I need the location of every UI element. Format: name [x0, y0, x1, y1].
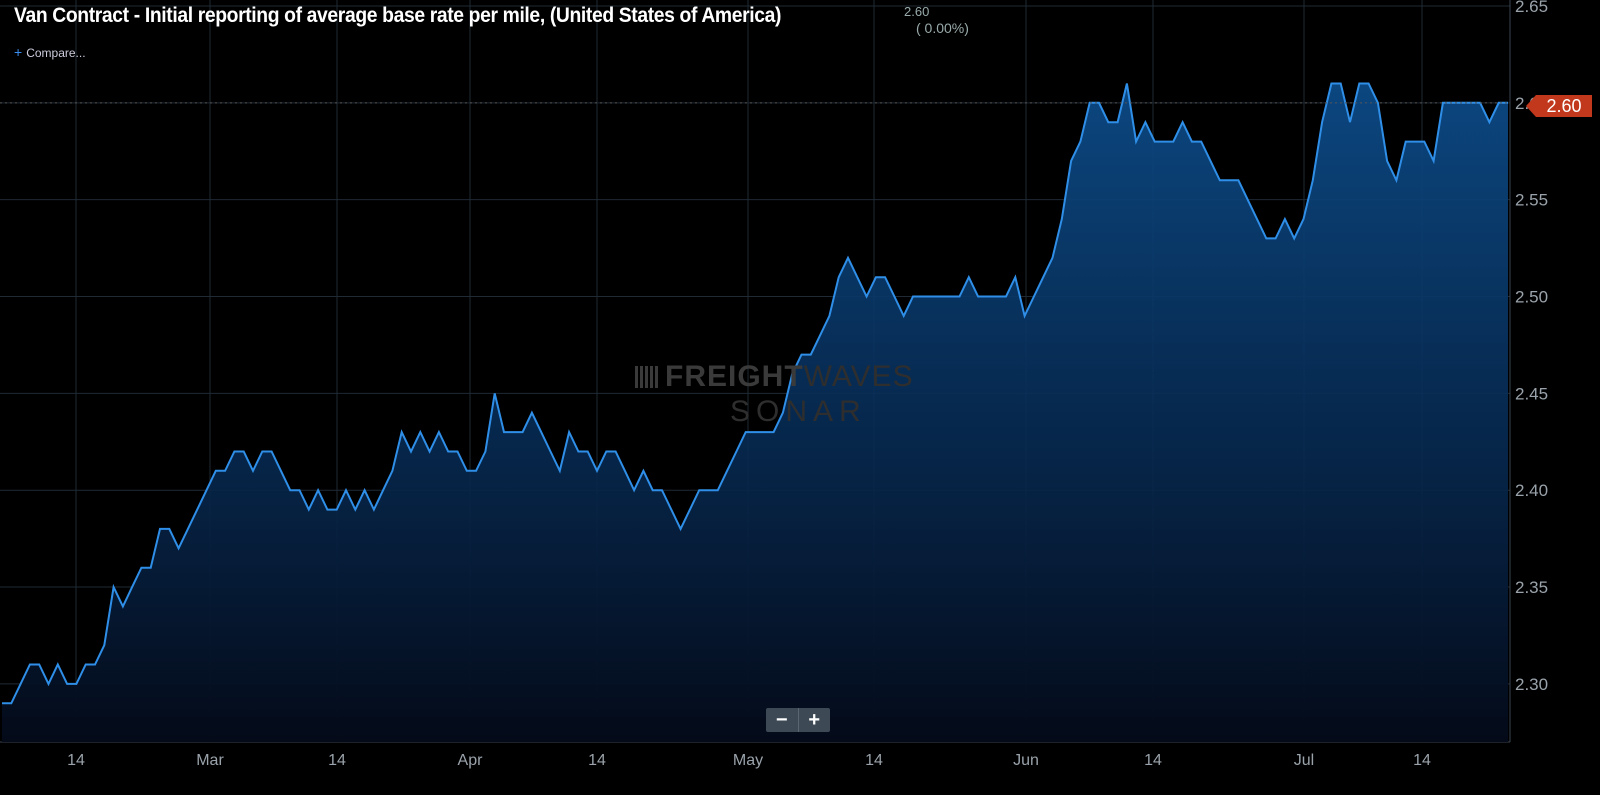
- compare-button[interactable]: + Compare...: [14, 44, 86, 60]
- plus-icon: +: [14, 44, 23, 60]
- x-tick-label: May: [733, 752, 763, 769]
- x-axis: 14 Mar 14 Apr 14 May 14 Jun 14 Jul 14: [67, 752, 1431, 769]
- chart-title: Van Contract - Initial reporting of aver…: [14, 4, 782, 27]
- zoom-in-button[interactable]: +: [808, 709, 821, 731]
- last-value-tag: 2.60: [1526, 95, 1592, 117]
- y-tick-label: 2.55: [1515, 191, 1548, 210]
- compare-label: Compare...: [26, 46, 86, 60]
- series-line: [2, 82, 1508, 705]
- y-tick-label: 2.30: [1515, 675, 1548, 694]
- header-last-value: 2.60: [904, 4, 930, 19]
- y-tick-label: 2.50: [1515, 288, 1548, 307]
- zoom-controls: − +: [766, 708, 830, 732]
- zoom-out-button[interactable]: −: [766, 708, 799, 732]
- y-tick-label: 2.40: [1515, 481, 1548, 500]
- watermark-sonar: SONAR: [730, 395, 867, 428]
- x-tick-label: Jul: [1294, 752, 1314, 769]
- y-axis: 2.302.352.402.452.502.552.602.65: [1515, 0, 1548, 694]
- y-tick-label: 2.35: [1515, 578, 1548, 597]
- x-tick-label: 14: [1413, 752, 1431, 769]
- x-tick-label: 14: [328, 752, 346, 769]
- y-tick-label: 2.45: [1515, 384, 1548, 403]
- x-tick-label: 14: [67, 752, 85, 769]
- x-tick-label: Apr: [458, 752, 484, 769]
- freightwaves-logo-icon: [635, 366, 659, 388]
- x-tick-label: 14: [865, 752, 883, 769]
- x-tick-label: 14: [588, 752, 606, 769]
- y-tick-label: 2.65: [1515, 0, 1548, 16]
- series-area: [2, 83, 1508, 742]
- x-tick-label: Mar: [196, 752, 224, 769]
- watermark-logo: FREIGHTWAVES: [635, 360, 914, 394]
- x-tick-label: 14: [1144, 752, 1162, 769]
- header-change: ( 0.00%): [916, 20, 969, 36]
- x-tick-label: Jun: [1013, 752, 1039, 769]
